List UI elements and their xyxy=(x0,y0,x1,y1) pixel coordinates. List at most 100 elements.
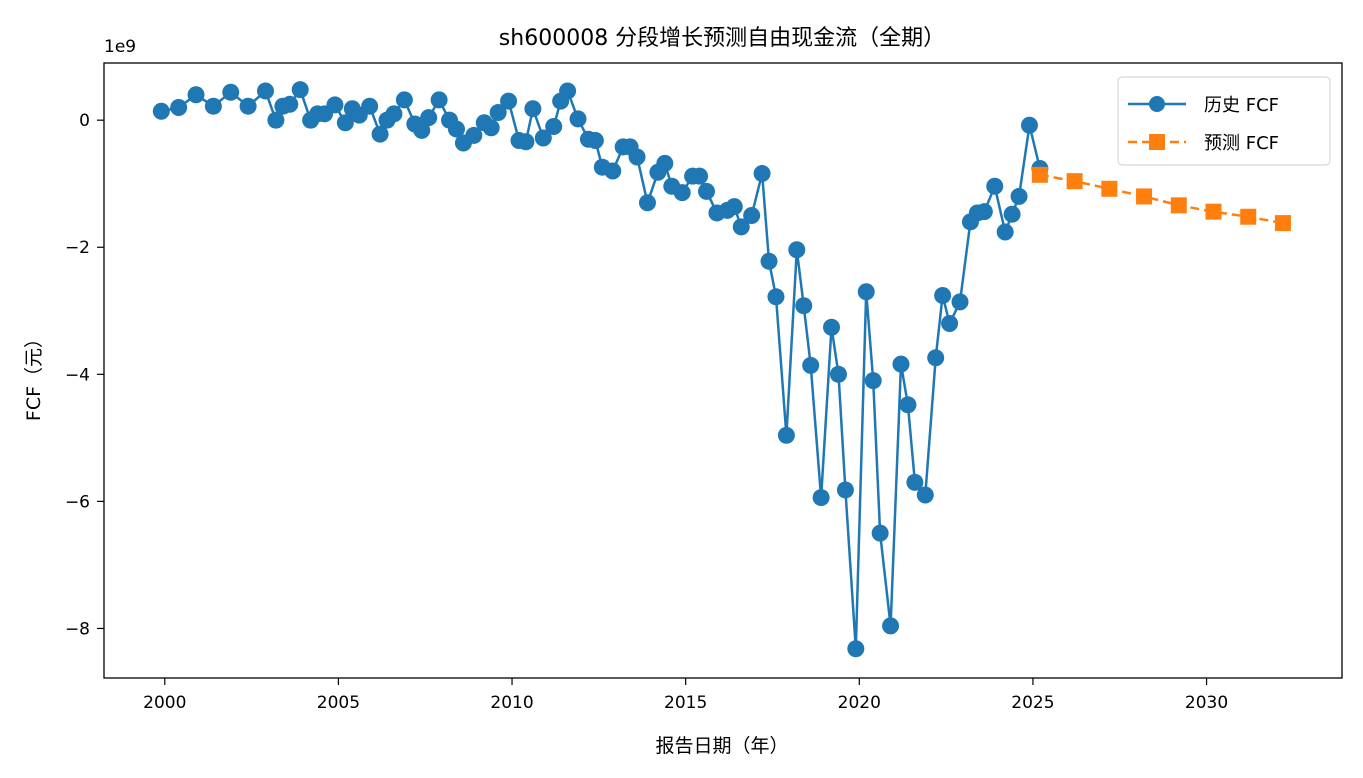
legend-marker-forecast xyxy=(1149,134,1165,150)
history-fcf-point xyxy=(691,167,709,185)
y-tick-label: −2 xyxy=(65,238,90,258)
history-fcf-point xyxy=(847,640,865,658)
history-fcf-point xyxy=(447,120,465,138)
history-fcf-point xyxy=(187,86,205,104)
history-fcf-point xyxy=(326,96,344,114)
history-fcf-point xyxy=(281,95,299,113)
legend-label-forecast: 预测 FCF xyxy=(1204,133,1279,154)
history-fcf-point xyxy=(777,426,795,444)
history-fcf-point xyxy=(1003,205,1021,223)
forecast-fcf-point xyxy=(1274,215,1291,232)
chart-title: sh600008 分段增长预测自由现金流（全期） xyxy=(499,26,945,51)
history-fcf-point xyxy=(812,489,830,507)
history-fcf-point xyxy=(569,110,587,128)
history-fcf-point xyxy=(906,473,924,491)
forecast-fcf-point xyxy=(1066,173,1083,190)
history-fcf-point xyxy=(698,182,716,200)
history-fcf-point xyxy=(986,177,1004,195)
history-fcf-point xyxy=(975,203,993,221)
legend-marker-history xyxy=(1149,96,1165,112)
forecast-fcf-point xyxy=(1205,203,1222,220)
history-fcf-point xyxy=(732,218,750,236)
history-fcf-point xyxy=(836,481,854,499)
history-fcf-point xyxy=(795,297,813,315)
history-fcf-point xyxy=(586,132,604,150)
history-fcf-point xyxy=(371,125,389,143)
legend: 历史 FCF 预测 FCF xyxy=(1117,76,1331,166)
history-fcf-point xyxy=(934,287,952,305)
forecast-fcf-point xyxy=(1170,197,1187,214)
history-fcf-point xyxy=(802,356,820,374)
history-fcf-point xyxy=(871,524,889,542)
history-fcf-point xyxy=(951,293,969,311)
history-fcf-point xyxy=(892,355,910,373)
y-axis-multiplier: 1e9 xyxy=(104,37,136,57)
history-fcf-point xyxy=(864,372,882,390)
history-fcf-point xyxy=(767,288,785,306)
legend-label-history: 历史 FCF xyxy=(1204,95,1279,116)
history-fcf-point xyxy=(524,100,542,118)
history-fcf-point xyxy=(170,98,188,116)
x-tick-label: 2000 xyxy=(143,693,186,713)
history-fcf-point xyxy=(753,165,771,183)
history-fcf-point xyxy=(760,252,778,270)
y-axis: 0 −2 −4 −6 −8 xyxy=(65,111,104,639)
history-fcf-point xyxy=(256,82,274,100)
plot-frame xyxy=(103,62,1343,679)
y-axis-title: FCF（元） xyxy=(23,329,45,421)
x-tick-label: 2030 xyxy=(1185,693,1228,713)
history-fcf-point xyxy=(500,92,518,110)
history-fcf-point xyxy=(673,184,691,202)
forecast-fcf-point xyxy=(1031,166,1048,183)
history-fcf-point xyxy=(291,81,309,99)
history-fcf-point xyxy=(927,349,945,367)
history-fcf-point xyxy=(385,105,403,123)
history-fcf-point xyxy=(420,109,438,127)
forecast-fcf-point xyxy=(1136,188,1153,205)
history-fcf-point xyxy=(638,194,656,212)
history-fcf-point xyxy=(489,104,507,122)
forecast-fcf-point xyxy=(1240,208,1257,225)
history-fcf-point xyxy=(222,83,240,101)
history-fcf-point xyxy=(559,82,577,100)
y-tick-label: −8 xyxy=(65,619,90,639)
plot-area xyxy=(152,81,1291,658)
history-fcf-point xyxy=(604,162,622,180)
history-fcf-point xyxy=(517,133,535,151)
history-fcf-point xyxy=(361,97,379,115)
history-fcf-point xyxy=(823,318,841,336)
y-tick-label: −6 xyxy=(65,492,90,512)
x-axis-title: 报告日期（年） xyxy=(655,735,788,757)
x-axis: 2000 2005 2010 2015 2020 2025 2030 xyxy=(143,678,1228,713)
history-fcf-point xyxy=(725,198,743,216)
x-tick-label: 2025 xyxy=(1011,693,1054,713)
history-fcf-point xyxy=(829,365,847,383)
x-tick-label: 2020 xyxy=(838,693,881,713)
history-fcf-point xyxy=(882,617,900,635)
x-tick-label: 2005 xyxy=(317,693,360,713)
history-fcf-point xyxy=(204,97,222,115)
history-fcf-point xyxy=(152,102,170,120)
history-fcf-point xyxy=(656,154,674,172)
x-tick-label: 2010 xyxy=(490,693,533,713)
history-fcf-point xyxy=(413,121,431,139)
y-tick-label: −4 xyxy=(65,365,90,385)
history-fcf-point xyxy=(916,486,934,504)
history-fcf-point xyxy=(857,283,875,301)
history-fcf-point xyxy=(239,97,257,115)
history-fcf-point xyxy=(395,91,413,109)
history-fcf-point xyxy=(430,91,448,109)
history-fcf-point xyxy=(482,119,500,137)
history-fcf-point xyxy=(996,223,1014,241)
history-fcf-point xyxy=(1020,116,1038,134)
history-fcf-point xyxy=(628,148,646,166)
history-fcf-point xyxy=(545,118,563,136)
history-fcf-point xyxy=(743,206,761,224)
history-fcf-point xyxy=(1010,187,1028,205)
history-fcf-point xyxy=(899,396,917,414)
x-tick-label: 2015 xyxy=(664,693,707,713)
history-fcf-point xyxy=(267,111,285,129)
history-fcf-point xyxy=(465,126,483,144)
